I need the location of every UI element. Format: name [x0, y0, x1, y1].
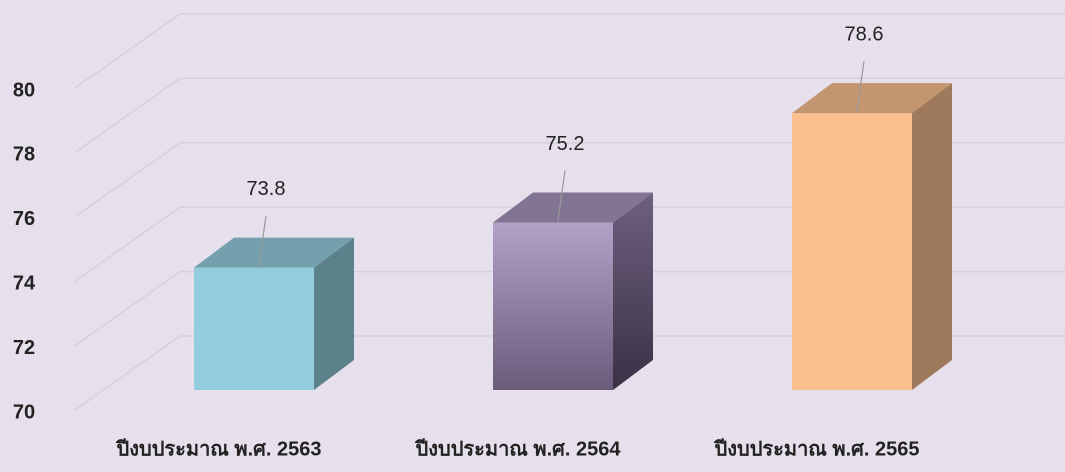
bar-top [493, 192, 653, 223]
bar-top [194, 237, 354, 268]
x-tick-label: ปีงบประมาณ พ.ศ. 2564 [414, 437, 621, 460]
grid-line [74, 335, 1065, 411]
y-tick-label: 70 [13, 401, 35, 423]
y-tick-label: 76 [13, 208, 35, 230]
bar [493, 222, 613, 390]
grid-line [74, 13, 1065, 89]
leader-line [258, 215, 267, 266]
x-tick-label: ปีงบประมาณ พ.ศ. 2563 [115, 437, 321, 460]
value-label: 78.6 [845, 23, 884, 45]
bar-side [613, 192, 653, 390]
bar [194, 267, 314, 390]
leader-line [557, 170, 566, 221]
y-tick-label: 78 [13, 144, 35, 166]
value-label: 73.8 [247, 178, 286, 200]
y-tick-label: 80 [13, 79, 35, 101]
x-tick-label: ปีงบประมาณ พ.ศ. 2565 [713, 437, 919, 460]
bar [792, 113, 912, 390]
leader-line [856, 60, 865, 112]
bar-side [912, 83, 952, 390]
grid-line [74, 142, 1065, 218]
value-label: 75.2 [546, 133, 585, 155]
y-tick-label: 72 [13, 337, 35, 359]
bar-side [314, 237, 354, 390]
grid-line [74, 206, 1065, 282]
bar-top [792, 83, 952, 114]
y-tick-label: 74 [13, 272, 36, 294]
grid-line [74, 270, 1065, 347]
grid-line [74, 77, 1065, 154]
